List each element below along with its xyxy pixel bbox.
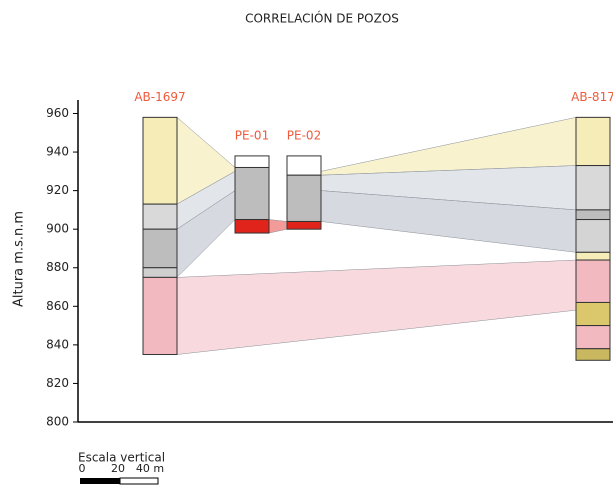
y-tick-label: 800 [46,415,69,429]
well-layer [143,277,177,354]
correlation-band [269,220,287,233]
well-layer [143,204,177,229]
chart: CORRELACIÓN DE POZOS Altura m.s.n.m AB-1… [0,0,613,500]
scale-bar-black [80,478,120,484]
y-axis-label: Altura m.s.n.m [12,211,27,307]
correlation-band [321,117,576,175]
well-layer [143,229,177,268]
y-tick-label: 920 [46,183,69,197]
well-layer [576,302,610,325]
well-layer [576,210,610,220]
y-tick-label: 900 [46,222,69,236]
well-name: PE-01 [235,128,269,142]
well-layer [235,167,269,219]
well-layer [287,156,321,175]
well-name: AB-817 [571,90,613,104]
well-layer [576,117,610,165]
y-tick-label: 820 [46,376,69,390]
well-layer [235,156,269,168]
well-layer [287,221,321,229]
well-layer [287,175,321,221]
well-layer [576,166,610,210]
well-layer [576,220,610,253]
scale-label: 0 [79,462,86,475]
y-tick-label: 940 [46,145,69,159]
well-layer [235,220,269,233]
well-name: AB-1697 [134,90,185,104]
well-name: PE-02 [287,128,321,142]
well-layer [576,326,610,349]
y-tick-label: 840 [46,337,69,351]
well-layer [576,260,610,302]
chart-title: CORRELACIÓN DE POZOS [245,11,399,26]
scale-label: 40 m [136,462,164,475]
correlation-band [177,260,576,354]
y-tick-label: 960 [46,106,69,120]
well-layer [576,252,610,260]
well-layer [576,349,610,361]
well-layer [143,117,177,204]
well-layer [143,268,177,278]
y-tick-label: 880 [46,260,69,274]
scale-bar-white [120,478,158,484]
scale-label: 20 [111,462,125,475]
y-tick-label: 860 [46,299,69,313]
